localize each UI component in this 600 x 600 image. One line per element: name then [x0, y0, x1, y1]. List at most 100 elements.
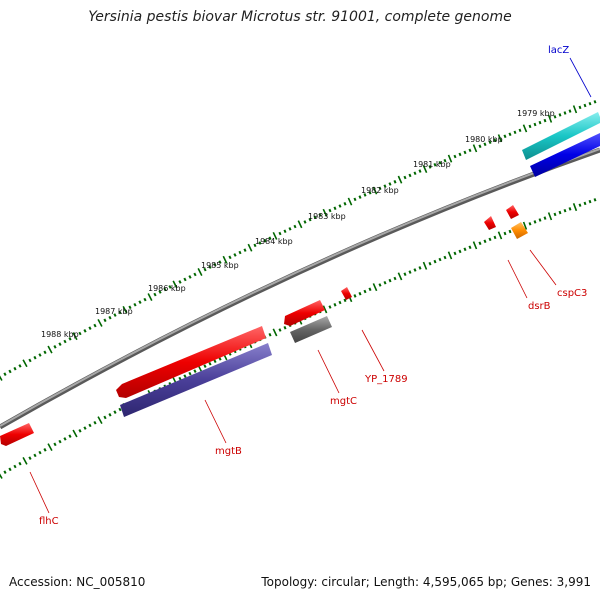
tick-mark: [393, 180, 397, 184]
tick-mark: [403, 272, 407, 276]
feature-mgtB-upper[interactable]: [116, 326, 266, 398]
tick-mark: [372, 186, 378, 195]
kbp-label: 1988 kbp: [41, 330, 79, 339]
tick-mark: [468, 148, 472, 153]
tick-mark: [538, 218, 542, 222]
tick-mark: [563, 111, 567, 115]
tick-mark: [463, 247, 467, 252]
tick-mark: [253, 243, 257, 248]
tick-mark: [478, 144, 482, 149]
tick-mark: [568, 109, 572, 113]
tick-mark: [528, 222, 532, 226]
feature-YP_1789[interactable]: [341, 287, 352, 300]
tick-mark: [83, 329, 87, 333]
tick-mark: [108, 413, 112, 417]
gene-label-dsrB: dsrB: [528, 301, 551, 312]
tick-mark: [268, 332, 272, 337]
tick-mark: [522, 221, 528, 230]
tick-mark: [103, 415, 107, 420]
tick-mark: [438, 257, 442, 262]
tick-mark: [422, 261, 428, 270]
feature-cspC3[interactable]: [511, 222, 528, 239]
tick-mark: [397, 175, 403, 184]
gene-label-mgtC: mgtC: [330, 396, 357, 407]
gene-labels: lacZ cspC3 dsrB YP_1789 mgtC mgtB flhC: [39, 45, 587, 527]
tick-mark: [322, 208, 328, 217]
feature-cyan[interactable]: [522, 112, 600, 160]
tick-mark: [43, 350, 47, 355]
tick-mark: [522, 124, 528, 133]
tick-mark: [528, 124, 532, 129]
tick-mark: [453, 251, 457, 256]
feature-mgtC[interactable]: [290, 316, 332, 343]
feature-dsrB[interactable]: [484, 216, 496, 230]
tick-mark: [388, 278, 392, 283]
tick-mark: [93, 420, 97, 425]
tick-mark: [247, 243, 253, 252]
feature-flhC[interactable]: [0, 423, 34, 446]
tick-mark: [8, 467, 12, 472]
tick-mark: [318, 213, 322, 217]
tick-mark: [413, 268, 417, 272]
kbp-label: 1987 kbp: [95, 307, 133, 316]
tick-mark: [208, 265, 212, 269]
tick-mark: [558, 113, 562, 117]
tick-mark: [218, 260, 222, 264]
tick-mark: [538, 120, 542, 125]
tick-mark: [113, 313, 117, 317]
tick-mark: [178, 376, 182, 381]
tick-mark: [78, 331, 82, 336]
feature-red-small-1[interactable]: [284, 300, 325, 326]
tick-mark: [53, 442, 57, 447]
tick-mark: [403, 175, 407, 180]
tick-mark: [347, 197, 353, 206]
tick-mark: [263, 238, 267, 243]
tick-mark: [588, 199, 592, 204]
tick-mark: [483, 142, 487, 147]
tick-mark: [428, 261, 432, 266]
gene-label-mgtB: mgtB: [215, 446, 242, 457]
tick-mark: [568, 207, 572, 211]
tick-mark: [188, 275, 192, 279]
tick-mark: [518, 128, 522, 133]
tick-mark: [438, 160, 442, 165]
tick-mark: [593, 100, 597, 104]
tick-mark: [333, 303, 337, 307]
tick-mark: [222, 255, 228, 264]
tick-mark: [258, 241, 262, 245]
tick-mark: [0, 473, 3, 479]
feature-mgtB-lower[interactable]: [120, 343, 272, 417]
tick-mark: [338, 300, 342, 305]
tick-mark: [588, 101, 592, 106]
feature-blue[interactable]: [530, 132, 600, 177]
gene-label-cspC3: cspC3: [557, 288, 587, 299]
tick-mark: [88, 326, 92, 330]
tick-mark: [272, 231, 278, 240]
tick-mark: [118, 407, 122, 412]
tick-mark: [458, 249, 462, 254]
tick-mark: [213, 262, 217, 267]
tick-mark: [283, 229, 287, 234]
tick-mark: [122, 305, 128, 314]
tick-mark: [383, 184, 387, 188]
tick-mark: [472, 241, 478, 250]
tick-mark: [413, 171, 417, 176]
feature-red-small-2[interactable]: [506, 205, 519, 219]
tick-mark: [113, 410, 117, 414]
tick-mark: [322, 305, 328, 314]
tick-mark: [147, 293, 153, 301]
tick-mark: [363, 289, 367, 294]
tick-mark: [358, 291, 362, 296]
tick-mark: [553, 115, 557, 119]
kbp-label: 1983 kbp: [308, 212, 346, 221]
tick-mark: [572, 203, 578, 212]
tick-mark: [468, 245, 472, 250]
tick-mark: [488, 237, 492, 242]
tick-mark: [28, 358, 32, 363]
tick-mark: [128, 305, 132, 310]
tick-mark: [53, 345, 57, 349]
tick-mark: [408, 270, 412, 274]
tick-mark: [28, 456, 32, 460]
tick-mark: [578, 105, 582, 110]
tick-mark: [47, 443, 53, 451]
